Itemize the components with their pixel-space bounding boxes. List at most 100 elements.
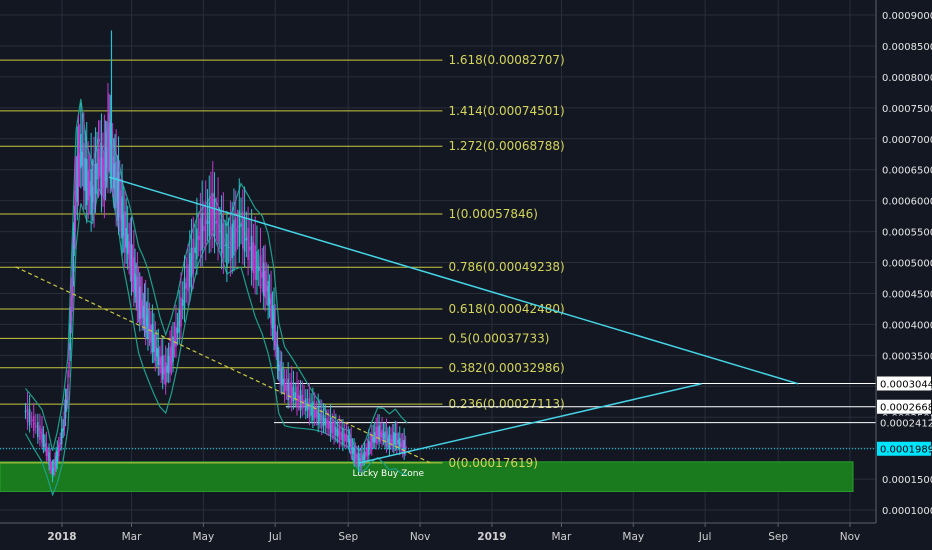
candle-body	[245, 238, 248, 241]
candle-body	[84, 157, 87, 191]
candle-body	[161, 355, 164, 380]
candle-body	[164, 362, 167, 386]
candle-body	[143, 305, 146, 325]
time-axis[interactable]: 2018 Mar May Jul Sep Nov 2019 Mar May Jul Sep Nov	[0, 522, 932, 550]
fib-label: 0.382(0.00032986)	[448, 361, 564, 375]
candle-body	[113, 163, 115, 189]
candle-body	[382, 433, 385, 439]
candle-body	[343, 433, 346, 442]
candle-body	[259, 255, 262, 289]
candle-body	[213, 198, 216, 237]
candle-body	[103, 152, 106, 200]
candle-body	[123, 211, 126, 252]
lucky-buy-zone-rect	[0, 461, 854, 492]
candle-body	[267, 280, 269, 306]
candle-body	[122, 214, 125, 237]
candle-body	[121, 196, 123, 239]
candle-body	[250, 235, 253, 271]
level-price-label: 0.00026688	[880, 403, 932, 414]
price-tick-label: 0.00080000	[882, 73, 932, 84]
candle-body	[74, 190, 77, 233]
candle-body	[188, 253, 191, 288]
candle-body	[147, 309, 149, 339]
candle-body	[51, 468, 54, 478]
lucky-buy-zone-label: Lucky Buy Zone	[352, 469, 424, 479]
candle-body	[81, 151, 84, 167]
candle-body	[76, 156, 79, 202]
candle-body	[299, 390, 302, 411]
candle-body	[105, 147, 108, 168]
candle-body	[381, 429, 383, 441]
candle-body	[400, 443, 403, 447]
candle-body	[120, 199, 122, 221]
candle-body	[199, 218, 202, 251]
candle-body	[57, 444, 60, 457]
candle-body	[156, 347, 158, 357]
candle-body	[315, 410, 318, 418]
price-tick-label: 0.00015000	[882, 475, 932, 486]
candle-body	[118, 190, 121, 214]
candle-body	[256, 251, 258, 281]
candle-body	[56, 451, 59, 464]
candle-body	[354, 453, 357, 460]
candle-body	[243, 217, 246, 252]
candle-body	[163, 367, 165, 375]
candle-body	[329, 417, 332, 436]
fib-label: 1.272(0.00068788)	[448, 139, 564, 153]
level-price-label: 0.00030444	[880, 380, 932, 391]
candle-body	[215, 221, 218, 224]
candle-body	[87, 169, 90, 201]
candle-body	[24, 411, 27, 412]
candle-body	[206, 220, 209, 224]
time-tick-label: Mar	[552, 531, 572, 543]
candle-body	[312, 401, 314, 421]
candle-body	[42, 433, 45, 447]
candle-body	[368, 440, 370, 456]
time-tick-label: Mar	[122, 531, 142, 543]
time-tick-label: Jul	[698, 531, 712, 543]
candle-body	[404, 446, 407, 450]
level-price-label: 0.00024123	[880, 419, 932, 430]
candle-body	[109, 122, 112, 174]
candle-body	[59, 442, 62, 445]
price-tick-label: 0.00055000	[882, 228, 932, 239]
time-tick-label: Sep	[338, 531, 358, 543]
candle-body	[111, 156, 114, 177]
candle-body	[94, 163, 97, 195]
candle-body	[275, 343, 278, 349]
candle-body	[360, 453, 363, 467]
candle-body	[270, 294, 272, 324]
candle-body	[233, 219, 235, 256]
candle-body	[285, 384, 288, 391]
candle-body	[219, 231, 221, 233]
candle-body	[150, 324, 152, 343]
candle-body	[394, 433, 397, 445]
candle-body	[336, 428, 339, 437]
candle-body	[85, 159, 88, 206]
level-price-box	[877, 399, 931, 414]
trendline	[358, 383, 702, 464]
candle-body	[375, 426, 377, 444]
candle-body	[308, 398, 311, 418]
candle-body	[173, 339, 176, 347]
candle-body	[78, 154, 81, 167]
candle-body	[359, 457, 361, 466]
candle-body	[268, 298, 271, 305]
candle-body	[208, 201, 211, 237]
candle-body	[138, 286, 141, 319]
candle-body	[45, 443, 48, 457]
candle-body	[296, 386, 298, 408]
candle-body	[130, 243, 133, 282]
candle-body	[317, 406, 319, 425]
candle-body	[158, 357, 161, 366]
candle-body	[88, 180, 91, 196]
price-tick-label: 0.00045000	[882, 289, 932, 300]
candle-body	[197, 235, 200, 240]
candle-body	[287, 378, 289, 400]
candle-body	[247, 228, 249, 260]
time-tick-label: 2019	[477, 531, 506, 543]
price-axis[interactable]: 0.000100000.000150000.000200000.00025000…	[875, 0, 932, 550]
candle-body	[353, 447, 355, 462]
